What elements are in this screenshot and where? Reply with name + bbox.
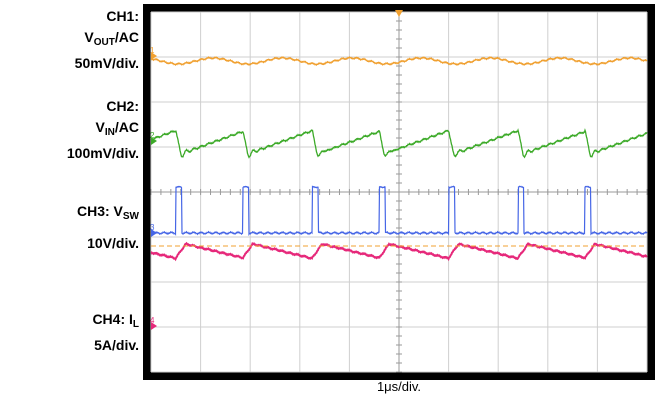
- ch4-scale: 5A/div.: [94, 337, 139, 353]
- channel-marker-label: 3: [150, 223, 155, 232]
- ch1-signal: VOUT/AC: [84, 29, 139, 48]
- ch3-label: CH3: VSW 10V/div.: [77, 201, 139, 254]
- ch1-output-voltage-trace: [150, 55, 648, 67]
- oscilloscope-screen: 1 2 3 4: [143, 4, 655, 380]
- waveform-traces: [150, 55, 648, 262]
- timebase-label: 1μs/div.: [376, 379, 422, 394]
- ch1-label: CH1: VOUT/AC 50mV/div.: [75, 6, 139, 74]
- ch1-scale: 50mV/div.: [74, 55, 139, 71]
- ch2-input-voltage-trace: [150, 128, 648, 159]
- channel-marker-ch3: [151, 229, 157, 237]
- ch2-signal: VIN/AC: [95, 119, 139, 138]
- channel-marker-label: 1: [150, 46, 155, 55]
- ch2-name: CH2:: [106, 98, 139, 114]
- ch2-label: CH2: VIN/AC 100mV/div.: [67, 96, 139, 164]
- trigger-position-marker: [395, 10, 403, 17]
- graticule: [150, 10, 648, 373]
- ch4-name-signal: CH4: IL: [92, 311, 139, 330]
- ch4-label: CH4: IL 5A/div.: [92, 309, 139, 356]
- channel-markers: 1 2 3 4: [150, 46, 157, 330]
- channel-marker-label: 2: [150, 131, 155, 140]
- waveform-plot: 1 2 3 4: [150, 10, 648, 373]
- channel-marker-ch1: [151, 52, 157, 60]
- ch1-name: CH1:: [106, 8, 139, 24]
- ch3-name-signal: CH3: VSW: [76, 203, 139, 222]
- ch3-switch-voltage-trace: [150, 185, 648, 237]
- ch3-scale: 10V/div.: [87, 235, 139, 251]
- ch2-scale: 100mV/div.: [66, 145, 139, 161]
- channel-marker-ch4: [151, 322, 157, 330]
- channel-marker-label: 4: [150, 316, 155, 325]
- channel-marker-ch2: [151, 137, 157, 145]
